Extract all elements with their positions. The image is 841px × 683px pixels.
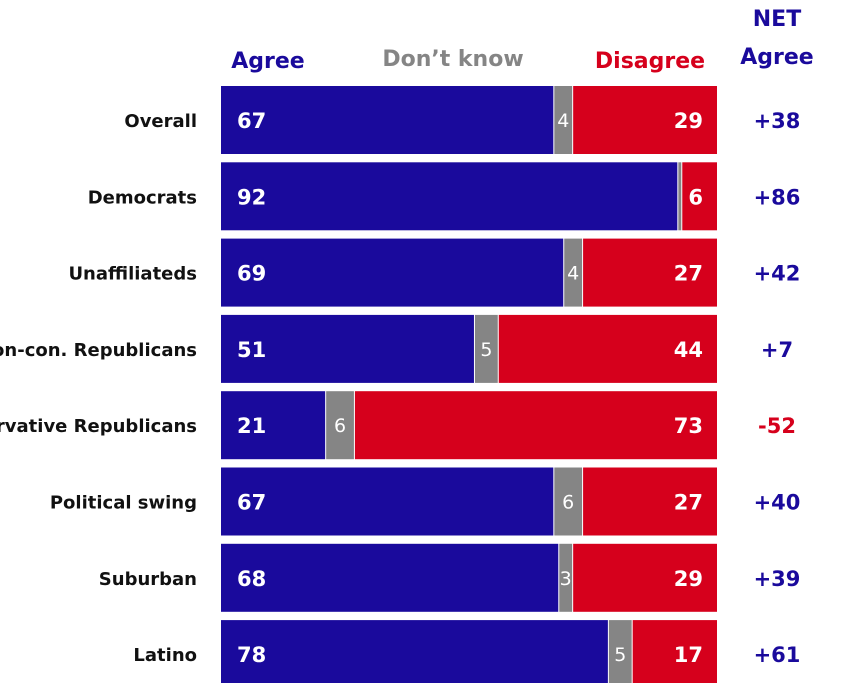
disagree-value-label: 17 [674, 643, 703, 667]
disagree-value-label: 27 [674, 262, 703, 286]
bar-rows: Overall 67 4 29 +38 Democrats 92 6 +86 Unaffiliat… [0, 86, 800, 683]
bar-dont-know [474, 314, 498, 383]
agree-value-label: 51 [237, 338, 266, 362]
agree-value-label: 69 [237, 262, 266, 286]
bar-disagree [632, 620, 717, 683]
category-label: Democrats [88, 187, 197, 208]
header-net-line1: NET [753, 7, 801, 32]
bar-disagree [573, 543, 717, 612]
net-agree-label: +38 [754, 109, 801, 133]
category-label: Overall [124, 111, 197, 132]
bar-dont-know [554, 467, 583, 536]
header-agree: Agree [231, 49, 304, 74]
bar-dont-know [608, 620, 632, 683]
header-dont-know: Don’t know [382, 47, 523, 72]
bar-agree [221, 162, 678, 231]
bar-disagree [682, 162, 717, 231]
header-disagree: Disagree [595, 49, 705, 74]
bar-disagree [354, 391, 717, 460]
disagree-value-label: 44 [674, 338, 703, 362]
net-agree-label: +86 [754, 185, 801, 209]
bar-dont-know [559, 543, 573, 612]
disagree-value-label: 73 [674, 414, 703, 438]
agree-value-label: 92 [237, 185, 266, 209]
net-agree-label: +7 [761, 338, 793, 362]
net-agree-label: +40 [754, 491, 801, 515]
dont-know-value-label: 6 [334, 415, 346, 437]
bar-disagree [573, 86, 717, 154]
net-agree-label: +61 [754, 643, 801, 667]
category-label: Unaffiliateds [68, 264, 197, 285]
bar-dont-know [326, 391, 354, 460]
bar-agree [221, 86, 554, 154]
agree-value-label: 21 [237, 414, 266, 438]
disagree-value-label: 27 [674, 491, 703, 515]
dont-know-value-label: 6 [562, 492, 574, 514]
disagree-value-label: 6 [688, 185, 703, 209]
bar-dont-know [564, 238, 583, 307]
bar-dont-know [678, 162, 682, 231]
bar-agree [221, 391, 326, 460]
disagree-value-label: 29 [674, 567, 703, 591]
category-label: Suburban [99, 569, 197, 590]
bar-agree [221, 620, 608, 683]
bar-disagree [583, 238, 717, 307]
agree-value-label: 67 [237, 109, 266, 133]
dont-know-value-label: 5 [614, 644, 626, 666]
bar-agree [221, 314, 474, 383]
bar-agree [221, 238, 564, 307]
category-label: Non-con. Republicans [0, 340, 197, 361]
agree-value-label: 68 [237, 567, 266, 591]
net-agree-label: +39 [754, 567, 801, 591]
category-label: Political swing [50, 493, 197, 514]
bar-dont-know [554, 86, 573, 154]
agree-value-label: 67 [237, 491, 266, 515]
disagree-value-label: 29 [674, 109, 703, 133]
bar-agree [221, 543, 559, 612]
header-net-line2: Agree [740, 45, 813, 70]
dont-know-value-label: 5 [480, 339, 492, 361]
category-label: Latino [133, 645, 197, 666]
net-agree-label: +42 [754, 262, 801, 286]
agree-value-label: 78 [237, 643, 266, 667]
dont-know-value-label: 3 [560, 568, 572, 590]
category-label: Conservative Republicans [0, 416, 197, 437]
dont-know-value-label: 4 [557, 110, 569, 132]
bar-agree [221, 467, 554, 536]
dont-know-value-label: 4 [567, 263, 579, 285]
bar-disagree [583, 467, 717, 536]
net-agree-label: -52 [758, 414, 796, 438]
bar-disagree [498, 314, 717, 383]
